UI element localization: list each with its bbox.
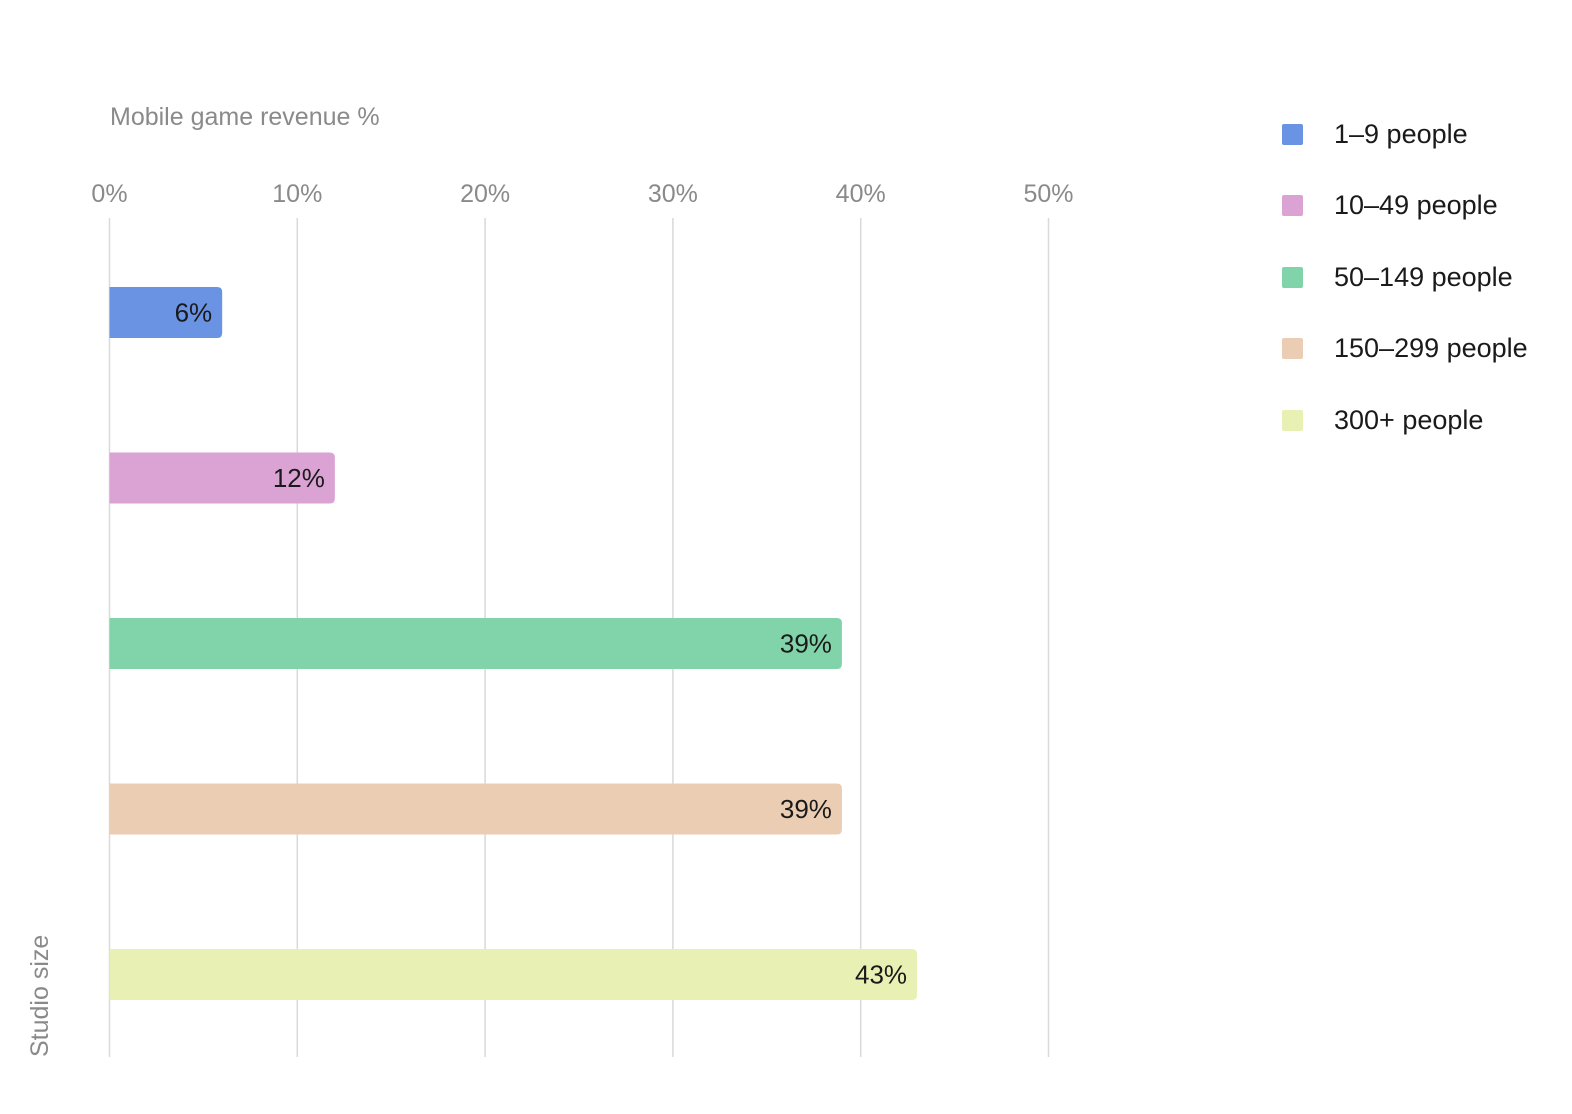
bar [109, 287, 223, 338]
bars [109, 287, 918, 1000]
legend-label: 50–149 people [1334, 261, 1513, 292]
legend-swatch [1282, 266, 1303, 288]
legend-item: 150–299 people [1282, 327, 1528, 371]
bar-value-label: 12% [273, 463, 325, 493]
legend-swatch [1282, 195, 1303, 216]
x-tick-label: 40% [836, 180, 886, 208]
bar-value-label: 39% [780, 794, 832, 824]
x-tick-label: 10% [272, 180, 322, 208]
bar-value-label: 6% [175, 298, 213, 328]
x-tick-labels: 0% 10% 20% 30% 40% 50% [91, 180, 1073, 208]
legend-swatch [1282, 123, 1303, 145]
data-labels: 6% 12% 39% 39% 43% [175, 298, 907, 990]
legend-swatch [1282, 338, 1303, 359]
bar [109, 783, 842, 835]
legend-label: 300+ people [1334, 404, 1484, 435]
legend-item: 10–49 people [1282, 184, 1528, 228]
bar [109, 949, 918, 1000]
x-tick-label: 0% [91, 180, 127, 208]
bar [109, 618, 842, 669]
legend-label: 150–299 people [1334, 333, 1528, 363]
legend-label: 1–9 people [1334, 118, 1468, 149]
x-tick-label: 30% [648, 180, 698, 208]
legend-item: 300+ people [1282, 398, 1528, 442]
x-tick-label: 50% [1023, 180, 1073, 208]
legend-swatch [1282, 409, 1303, 431]
bar-value-label: 43% [855, 960, 907, 990]
bar-value-label: 39% [780, 629, 832, 659]
legend: 1–9 people 10–49 people 50–149 people 150–2… [1282, 112, 1528, 470]
legend-item: 1–9 people [1282, 112, 1528, 156]
x-axis-title: Mobile game revenue % [110, 103, 380, 131]
y-axis-title: Studio size [26, 935, 54, 1057]
legend-item: 50–149 people [1282, 255, 1528, 299]
legend-label: 10–49 people [1334, 190, 1498, 220]
x-tick-label: 20% [460, 180, 510, 208]
bar [109, 452, 335, 504]
